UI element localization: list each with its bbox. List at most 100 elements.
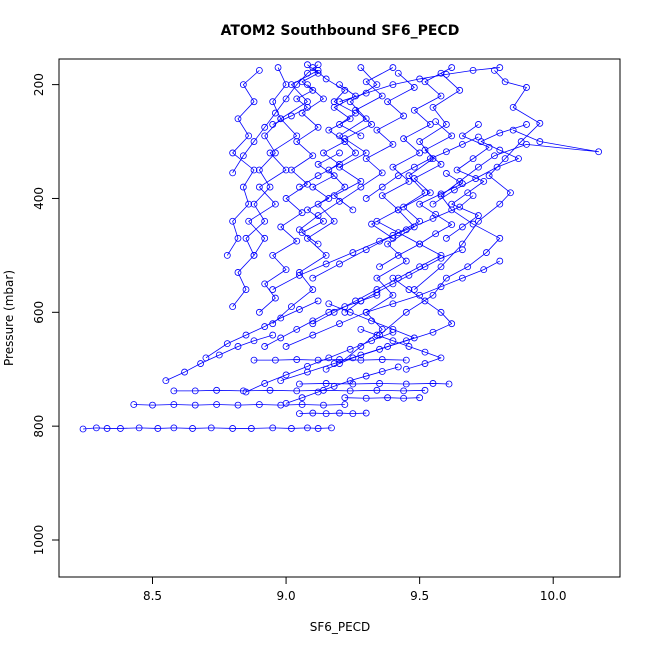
series-33 [261, 291, 381, 350]
data-point [450, 186, 458, 194]
data-point [191, 387, 199, 395]
data-point [242, 286, 250, 293]
data-point [491, 66, 498, 74]
data-point [469, 155, 477, 163]
data-point [314, 123, 322, 131]
data-point [352, 149, 359, 157]
data-point [501, 78, 509, 86]
data-point [341, 86, 349, 94]
data-point [437, 160, 445, 168]
data-point [271, 109, 279, 117]
data-point [432, 230, 440, 238]
data-point [442, 148, 450, 156]
data-point [234, 401, 242, 409]
data-point [250, 98, 258, 106]
data-point [536, 138, 544, 145]
data-point [437, 283, 445, 291]
data-point [229, 149, 237, 157]
data-point [402, 337, 410, 345]
data-point [362, 409, 370, 417]
data-point [464, 263, 472, 271]
data-point [223, 340, 231, 348]
data-point [464, 189, 472, 197]
data-point [458, 180, 466, 188]
x-tick-label: 9.5 [410, 589, 429, 603]
data-point [432, 118, 440, 126]
series-line [232, 67, 287, 307]
series-line [133, 404, 345, 406]
data-point [416, 200, 424, 208]
series-line [365, 136, 479, 199]
series-line [446, 124, 490, 239]
data-point [304, 81, 311, 89]
data-point [405, 271, 413, 279]
data-point [485, 172, 493, 180]
series-25 [255, 81, 327, 316]
data-point [330, 192, 338, 200]
data-point [277, 314, 285, 322]
data-point [229, 303, 237, 311]
data-point [357, 177, 365, 185]
data-point [509, 103, 517, 111]
data-point [325, 308, 333, 316]
data-point [191, 401, 199, 409]
data-point [394, 69, 402, 77]
data-point [277, 223, 285, 231]
data-point [448, 221, 456, 229]
data-point [458, 246, 466, 254]
data-point [421, 146, 429, 154]
data-point [349, 410, 357, 418]
data-point [362, 372, 370, 380]
data-point [448, 64, 456, 71]
data-point [309, 152, 317, 160]
data-point [469, 192, 477, 200]
data-point [442, 121, 450, 128]
y-tick-label: 800 [32, 415, 46, 438]
data-point [162, 377, 170, 385]
data-point [432, 210, 440, 218]
data-point [325, 354, 333, 362]
data-point [362, 89, 370, 97]
data-point [389, 234, 397, 242]
y-tick-label: 200 [32, 73, 46, 96]
data-point [282, 399, 290, 407]
series-19 [282, 257, 504, 350]
data-point [376, 380, 383, 387]
data-point [325, 300, 333, 308]
data-point [378, 169, 386, 177]
data-point [239, 81, 247, 89]
data-point [373, 81, 381, 89]
data-point [517, 138, 525, 145]
axes: 8.5 9.0 9.5 10.0 200 400 600 800 1000 [32, 73, 567, 603]
data-point [255, 401, 263, 408]
series-29 [296, 81, 359, 191]
data-point [269, 331, 277, 339]
data-point [421, 297, 429, 305]
data-point [320, 401, 327, 409]
data-point [296, 380, 303, 388]
series-line [173, 389, 426, 392]
data-point [485, 143, 493, 151]
data-point [296, 410, 303, 418]
data-point [456, 86, 464, 94]
data-point [269, 286, 277, 293]
data-point [416, 149, 424, 157]
data-point [384, 394, 391, 402]
data-point [357, 132, 365, 140]
y-tick-label: 400 [32, 187, 46, 210]
chart-title: ATOM2 Southbound SF6_PECD [221, 23, 460, 39]
series-0 [79, 424, 335, 433]
data-point [429, 328, 437, 336]
data-point [389, 81, 397, 89]
data-point [389, 280, 397, 288]
data-point [277, 334, 285, 342]
data-point [250, 166, 258, 174]
data-point [341, 394, 349, 402]
data-point [314, 61, 322, 69]
data-point [349, 249, 357, 256]
data-point [421, 386, 429, 394]
plot-frame [58, 58, 621, 578]
series-line [339, 67, 500, 103]
series-16 [296, 69, 418, 234]
data-point [437, 263, 445, 271]
